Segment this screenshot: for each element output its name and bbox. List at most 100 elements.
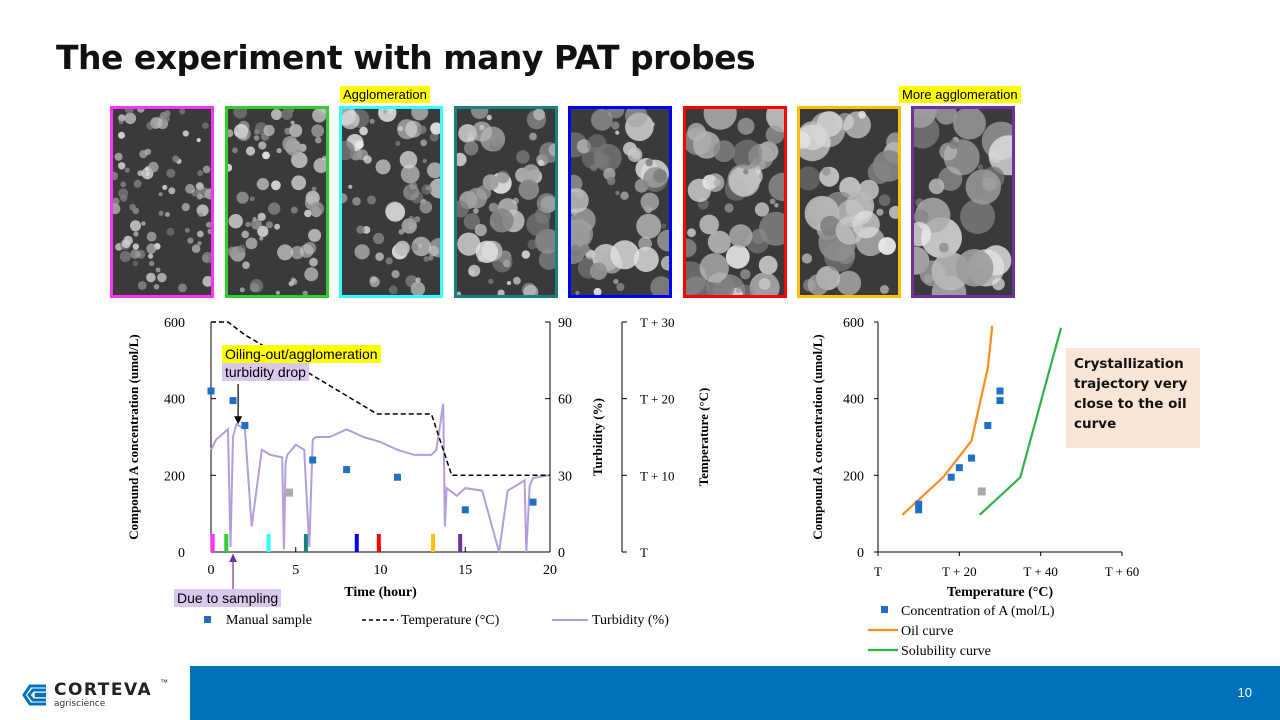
sample-marker <box>210 534 215 552</box>
micrograph-texture <box>914 109 1012 295</box>
concentration-point <box>947 473 955 481</box>
y-tick-label: 600 <box>843 316 864 331</box>
sample-marker <box>458 534 463 552</box>
y-tick-label: 400 <box>843 393 864 408</box>
manual-sample-point <box>309 456 317 464</box>
photo-7 <box>797 106 901 298</box>
legend-manual-marker <box>204 616 211 623</box>
manual-sample-point <box>343 466 351 474</box>
micrograph-texture <box>571 109 669 295</box>
legend-concentration-marker <box>881 606 888 613</box>
gray-sample-point <box>284 488 293 497</box>
concentration-point <box>984 422 992 429</box>
x-tick-label: 5 <box>292 563 299 578</box>
right-tick-label: 30 <box>558 469 572 484</box>
sample-marker <box>354 534 359 552</box>
more-agglomeration-label: More agglomeration <box>899 86 1021 103</box>
logo-subtitle: agriscience <box>54 699 106 709</box>
logo-wordmark: CORTEVA <box>54 680 153 700</box>
sample-marker <box>431 534 436 552</box>
page-number: 10 <box>1237 685 1252 700</box>
right-tick-label: 0 <box>558 546 565 561</box>
y-tick-label: 200 <box>843 469 864 484</box>
manual-sample-point <box>393 473 401 481</box>
photo-8 <box>911 106 1015 298</box>
turbidity-line <box>210 403 551 553</box>
temp-tick-label: T + 30 <box>640 315 675 330</box>
micrograph-texture <box>113 109 211 295</box>
right-tick-label: 90 <box>558 316 572 331</box>
x-axis-label: Time (hour) <box>344 585 417 600</box>
concentration-point <box>996 387 1004 395</box>
left-tick-label: 600 <box>164 316 185 331</box>
corteva-logo: CORTEVA ™ agriscience <box>20 678 190 712</box>
oiling-out-annotation: Oiling-out/agglomeration <box>222 345 381 363</box>
right-tick-label: 60 <box>558 393 572 408</box>
sample-marker <box>376 534 381 552</box>
legend-concentration-label: Concentration of A (mol/L) <box>901 604 1055 619</box>
manual-sample-point <box>207 387 215 395</box>
photo-6 <box>683 106 787 298</box>
agglomeration-label: Agglomeration <box>340 86 430 103</box>
left-tick-label: 200 <box>164 469 185 484</box>
left-tick-label: 400 <box>164 393 185 408</box>
due-to-sampling-annotation: Due to sampling <box>174 589 282 607</box>
slide-title: The experiment with many PAT probes <box>56 38 756 77</box>
x-tick-label: T + 20 <box>942 564 977 579</box>
temperature-axis-label: Temperature (°C) <box>696 388 710 487</box>
footer-bar <box>190 666 1280 720</box>
x-tick-label: 20 <box>543 563 557 578</box>
concentration-point <box>996 397 1004 405</box>
x-axis-label: Temperature (°C) <box>947 585 1054 600</box>
y-axis-label: Compound A concentration (umol/L) <box>810 334 825 540</box>
photo-3 <box>339 106 443 298</box>
left-tick-label: 0 <box>178 546 185 561</box>
phase-diagram-chart: 0 200 400 600 T T + 20 T + 40 T + 60 Temperature… <box>810 316 1140 659</box>
photo-4 <box>454 106 558 298</box>
left-axis-label: Compound A concentration (umol/L) <box>126 334 141 540</box>
legend-turbidity-label: Turbidity (%) <box>592 613 669 628</box>
x-tick-label: 10 <box>374 563 388 578</box>
concentration-point <box>955 464 963 472</box>
corteva-mark-icon <box>22 684 46 706</box>
manual-sample-point <box>229 397 237 405</box>
time-series-chart: 0 200 400 600 0 30 60 90 T T + 10 T + 20 T + 30 0 5 10… <box>126 315 710 628</box>
turbidity-drop-annotation: turbidity drop <box>222 363 309 381</box>
solubility-curve-line <box>978 327 1063 516</box>
x-tick-label: 15 <box>458 563 472 578</box>
temp-tick-label: T + 20 <box>640 392 675 407</box>
concentration-point <box>915 500 923 508</box>
legend-manual-label: Manual sample <box>226 613 312 628</box>
legend-solubility-label: Solubility curve <box>901 644 991 659</box>
sample-marker <box>266 534 271 552</box>
sample-marker <box>224 534 229 552</box>
x-tick-label: T + 40 <box>1023 564 1058 579</box>
manual-sample-point <box>241 422 249 429</box>
oil-curve-line <box>901 325 993 516</box>
legend-oil-label: Oil curve <box>901 624 953 639</box>
arrow-head-icon <box>234 416 243 425</box>
manual-sample-point <box>529 498 537 506</box>
x-tick-label: 0 <box>208 563 215 578</box>
micrograph-texture <box>342 109 440 295</box>
photo-5 <box>568 106 672 298</box>
right-axis-label: Turbidity (%) <box>590 398 605 476</box>
gray-sample-point <box>977 487 986 496</box>
micrograph-texture <box>228 109 326 295</box>
legend-temperature-label: Temperature (°C) <box>401 613 500 628</box>
micrograph-texture <box>457 109 555 295</box>
micrograph-texture <box>800 109 898 295</box>
sample-marker <box>303 534 308 552</box>
concentration-point <box>968 454 976 462</box>
trajectory-callout: Crystallization trajectory very close to… <box>1066 348 1200 448</box>
sampling-arrow-head-icon <box>229 554 238 562</box>
temp-tick-label: T <box>640 545 648 560</box>
x-tick-label: T <box>874 564 882 579</box>
temperature-line <box>211 321 550 477</box>
photo-1 <box>110 106 214 298</box>
logo-trademark: ™ <box>160 678 168 687</box>
temp-tick-label: T + 10 <box>640 468 675 483</box>
concentration-point <box>915 506 923 514</box>
x-tick-label: T + 60 <box>1105 564 1140 579</box>
photo-2 <box>225 106 329 298</box>
